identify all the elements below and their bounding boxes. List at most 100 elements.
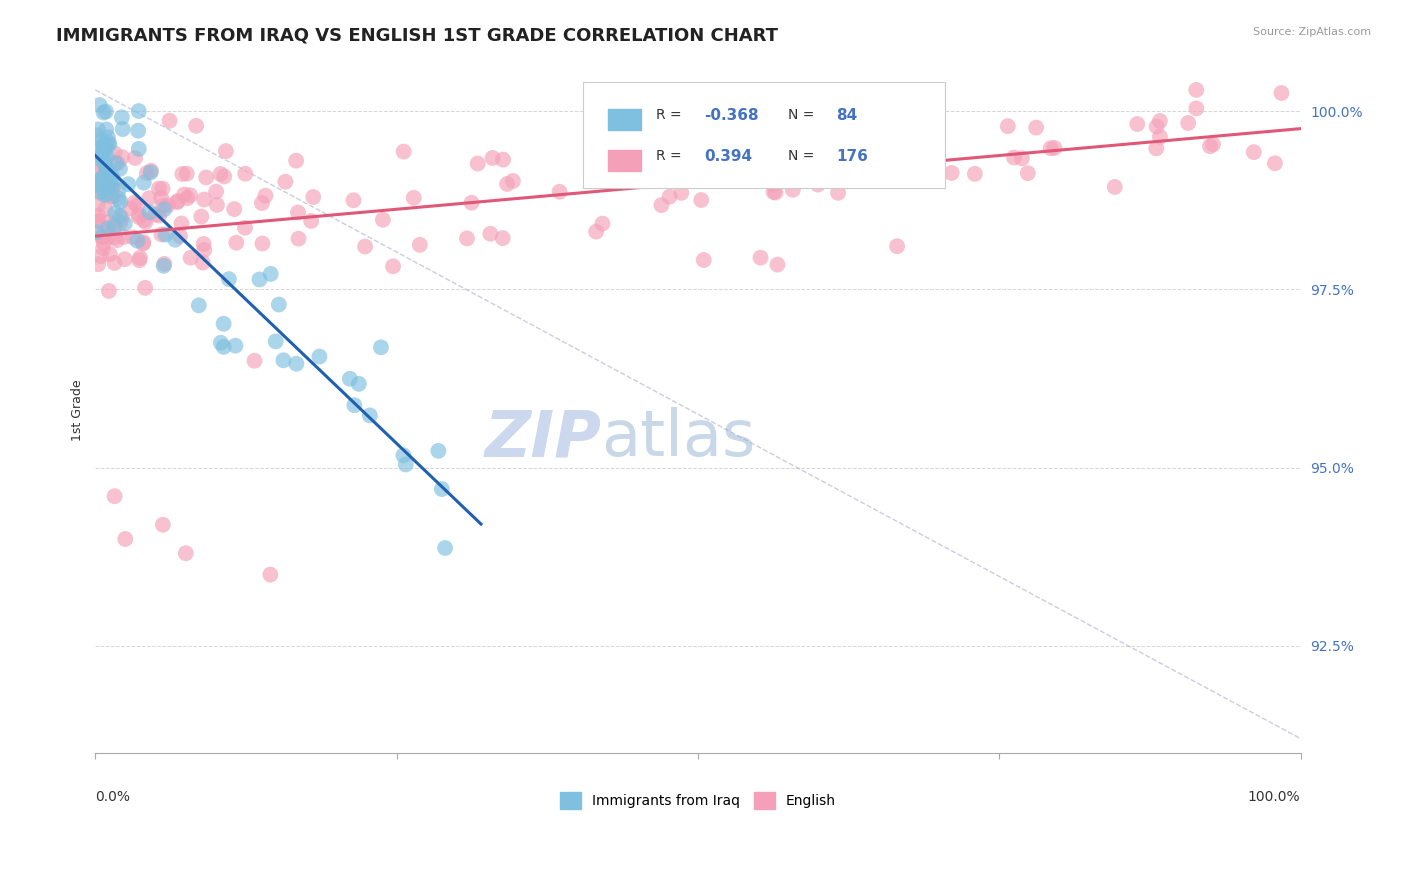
Point (101, 180, 124, 194)
Point (107, 183, 129, 197)
Point (696, 150, 718, 164)
Point (274, 175, 297, 189)
Point (93, 154, 115, 169)
Point (93, 143, 115, 157)
Point (97, 230, 120, 244)
Point (89, 186, 111, 200)
Point (897, 138, 920, 153)
Point (287, 232, 309, 246)
Point (103, 173, 125, 187)
Point (427, 443, 450, 458)
Point (187, 298, 209, 312)
Text: ZIP: ZIP (485, 407, 602, 469)
Point (96, 122, 118, 136)
Point (807, 178, 830, 192)
Point (97, 284, 120, 298)
Bar (607, 150, 641, 171)
Point (86, 178, 108, 193)
Point (591, 217, 613, 231)
Point (111, 211, 134, 225)
Point (127, 198, 149, 212)
Point (138, 191, 160, 205)
Point (117, 178, 139, 192)
Point (496, 177, 519, 191)
Text: N =: N = (789, 108, 820, 122)
Point (89, 143, 111, 157)
Point (110, 216, 132, 230)
Point (152, 259, 174, 273)
Point (762, 178, 785, 192)
Point (153, 202, 176, 217)
Point (1146, 120, 1168, 134)
Point (86, 214, 108, 228)
Point (347, 376, 370, 391)
Point (430, 482, 453, 496)
Point (749, 251, 772, 265)
Point (100, 181, 122, 195)
Point (152, 181, 174, 195)
Point (103, 146, 125, 161)
Point (285, 357, 308, 371)
Point (834, 136, 856, 151)
Point (148, 209, 170, 223)
Point (1002, 151, 1025, 165)
Point (260, 267, 283, 281)
Point (1025, 120, 1047, 135)
Point (94, 202, 117, 216)
Point (87, 257, 110, 271)
Point (876, 125, 898, 139)
Point (159, 113, 181, 128)
Point (97, 179, 120, 194)
Point (479, 227, 502, 241)
Text: 0.394: 0.394 (704, 149, 752, 163)
Point (93, 169, 115, 184)
Point (1039, 141, 1062, 155)
Point (98, 169, 121, 183)
Point (103, 489, 125, 503)
Point (212, 340, 235, 354)
Point (150, 191, 173, 205)
Point (212, 169, 235, 184)
Point (104, 219, 127, 234)
Point (176, 167, 198, 181)
Point (963, 167, 986, 181)
Point (96, 137, 118, 152)
Point (111, 111, 134, 125)
Point (697, 133, 720, 147)
Text: R =: R = (655, 108, 686, 122)
Point (233, 220, 256, 235)
Point (103, 256, 125, 270)
Point (176, 191, 198, 205)
Text: IMMIGRANTS FROM IRAQ VS ENGLISH 1ST GRADE CORRELATION CHART: IMMIGRANTS FROM IRAQ VS ENGLISH 1ST GRAD… (56, 27, 779, 45)
Point (90, 147, 112, 161)
Point (103, 218, 125, 232)
Point (250, 196, 273, 211)
Point (96, 150, 118, 164)
Text: 100.0%: 100.0% (1249, 790, 1301, 805)
Point (212, 317, 235, 331)
Point (492, 231, 515, 245)
Point (111, 122, 134, 136)
Point (896, 87, 918, 102)
Point (224, 338, 246, 352)
Point (166, 194, 188, 209)
Point (165, 233, 187, 247)
Point (134, 213, 156, 227)
Point (1199, 139, 1222, 153)
Point (107, 191, 129, 205)
Point (104, 230, 127, 244)
Point (139, 165, 162, 179)
Point (93, 235, 115, 250)
Point (89, 166, 111, 180)
Point (720, 161, 742, 175)
Text: 0.0%: 0.0% (96, 790, 131, 805)
Point (806, 169, 828, 183)
Point (90, 229, 112, 244)
Point (87, 209, 110, 223)
Point (138, 205, 160, 219)
Point (97, 173, 120, 187)
Point (359, 409, 381, 423)
Point (132, 235, 155, 250)
Point (886, 239, 908, 253)
Point (94, 104, 117, 119)
